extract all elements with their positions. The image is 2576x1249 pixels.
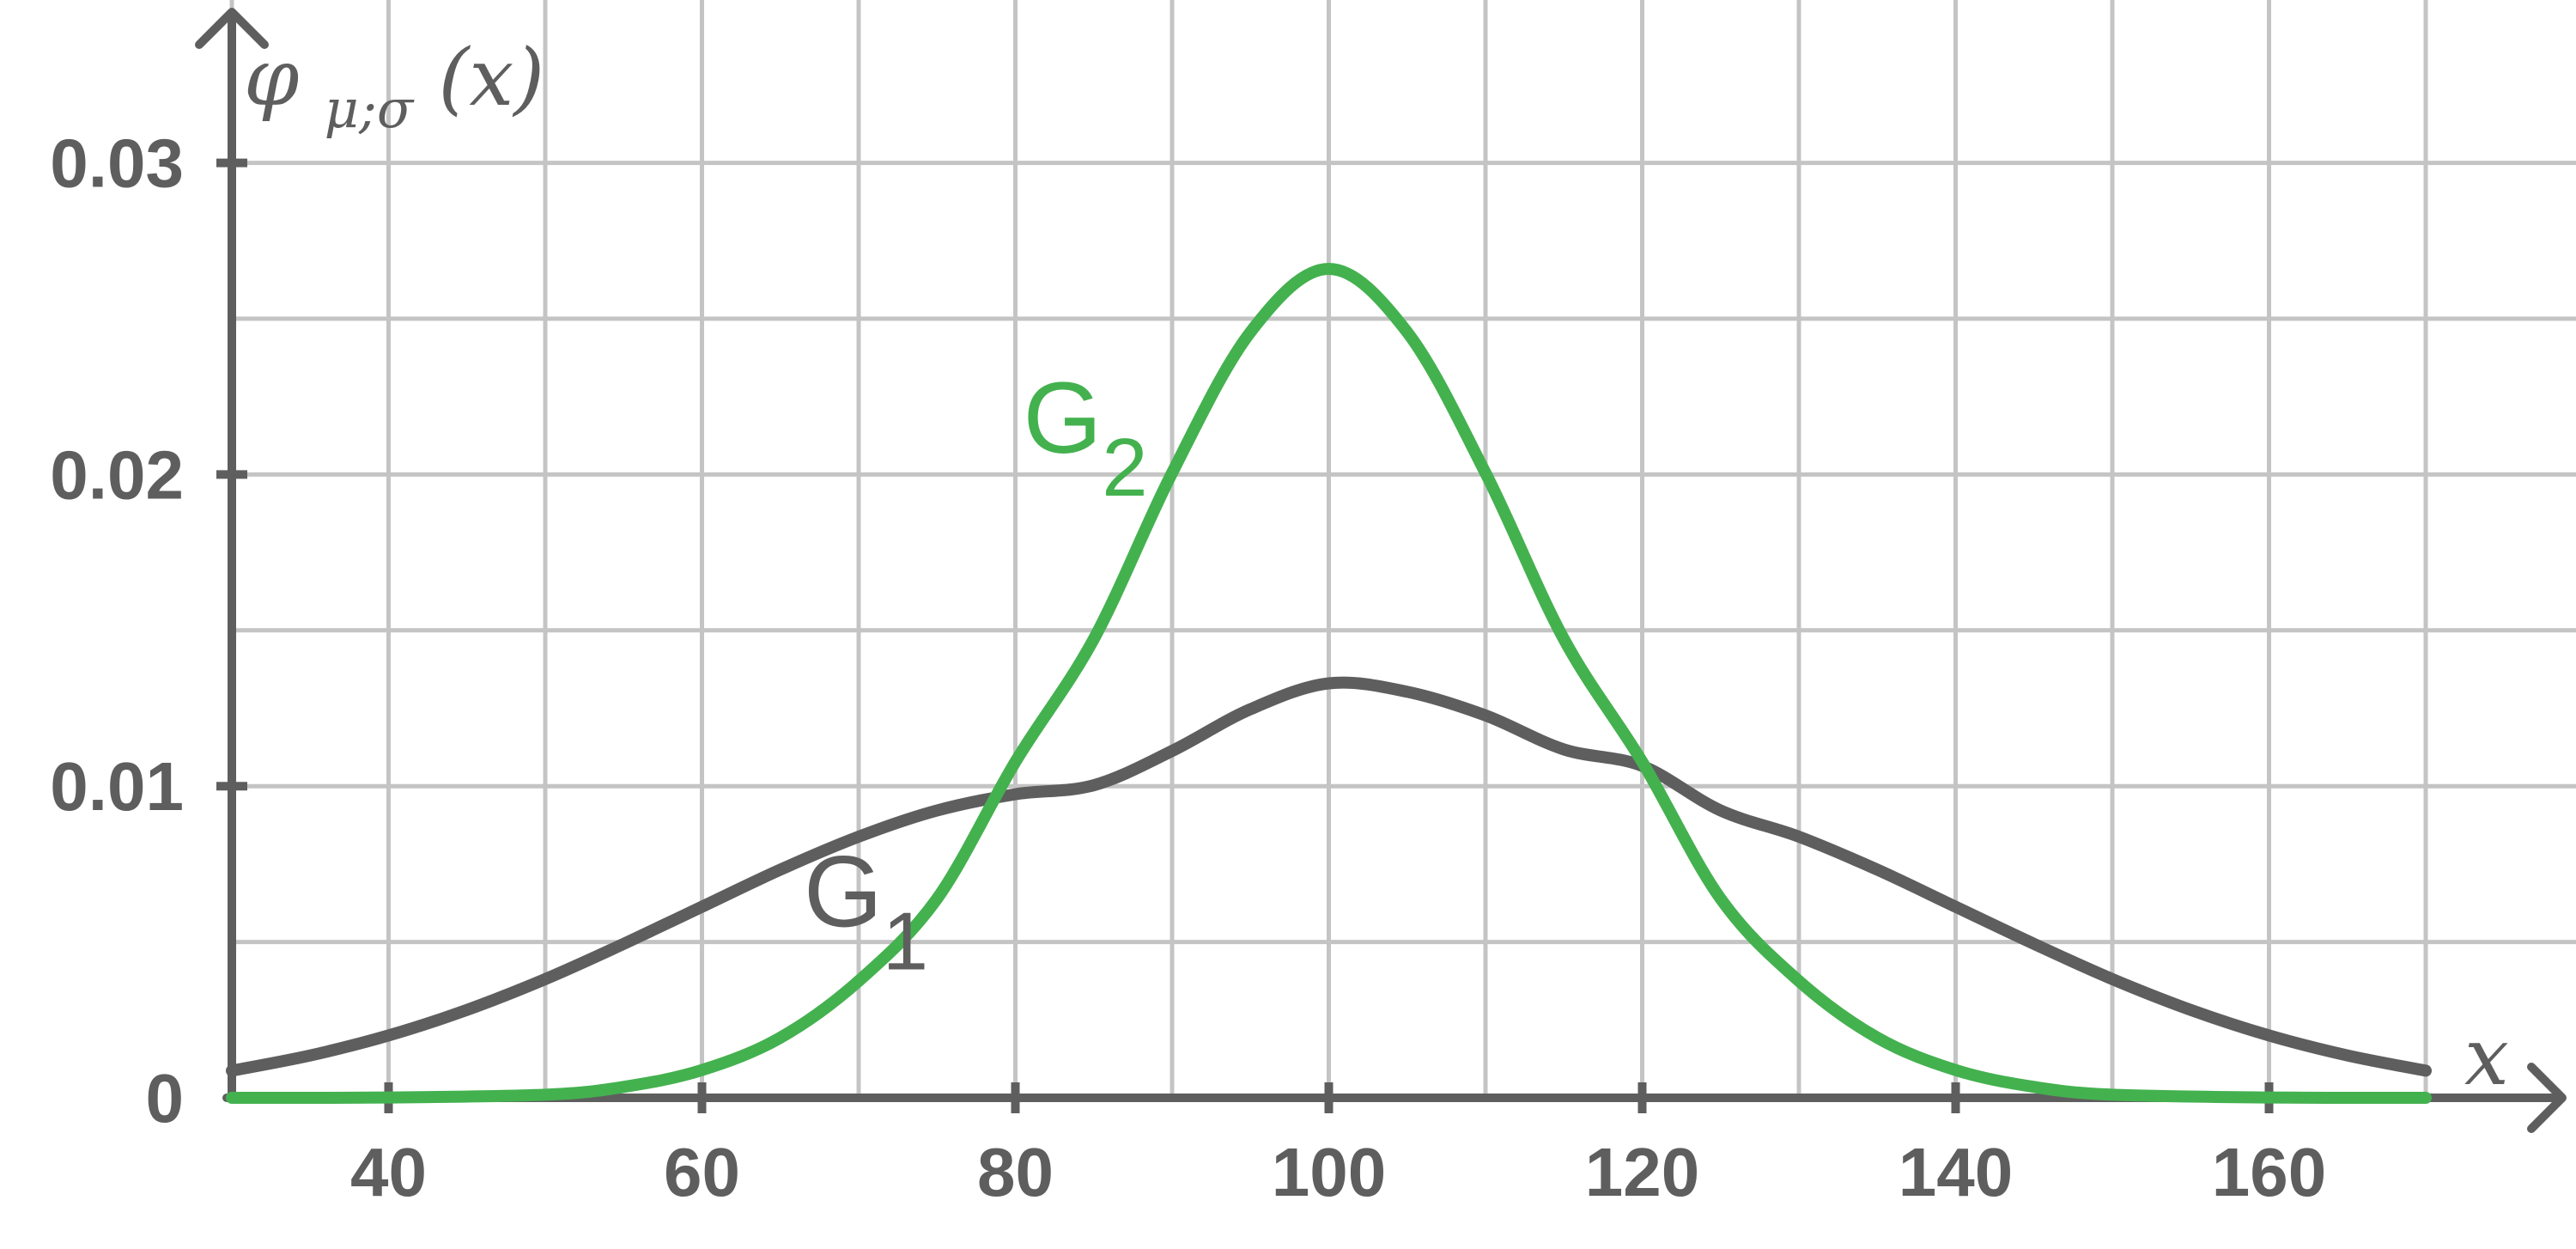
y-axis-title-sub: μ;σ — [325, 77, 415, 140]
y-axis-title: φ μ;σ (x) — [244, 32, 544, 146]
tick-labels: 40 60 80 100 120 140 160 0 0.01 0.02 0.03 — [50, 125, 2326, 1210]
series-label-g2: G2 — [1024, 362, 1148, 514]
x-tick-label: 160 — [2212, 1134, 2326, 1210]
x-tick-label: 100 — [1272, 1134, 1386, 1210]
ticks — [216, 158, 2274, 1113]
y-axis-title-main: φ — [244, 32, 300, 124]
x-tick-label: 120 — [1585, 1134, 1699, 1210]
series-label-sub: 1 — [883, 896, 928, 988]
x-axis-title: x — [2464, 1011, 2509, 1103]
y-tick-label: 0.03 — [50, 125, 184, 202]
axes — [195, 8, 2567, 1133]
y-tick-label: 0 — [146, 1060, 185, 1136]
series-line-g1 — [226, 676, 2432, 1077]
series-line-g2 — [226, 263, 2432, 1104]
series-label-g1: G1 — [804, 836, 928, 988]
x-tick-label: 80 — [977, 1134, 1054, 1210]
series-label-main: G — [804, 836, 883, 949]
y-axis-title-arg: (x) — [438, 32, 544, 124]
grid — [229, 0, 2576, 1098]
x-tick-label: 140 — [1899, 1134, 2013, 1210]
series-label-main: G — [1024, 362, 1103, 475]
y-axis-arrow-icon — [195, 8, 269, 49]
series — [226, 263, 2432, 1104]
x-tick-label: 40 — [350, 1134, 427, 1210]
y-tick-label: 0.02 — [50, 436, 184, 513]
y-tick-label: 0.01 — [50, 748, 184, 825]
x-axis-arrow-icon — [2527, 1063, 2567, 1133]
series-label-sub: 2 — [1102, 422, 1147, 514]
x-tick-label: 60 — [664, 1134, 740, 1210]
